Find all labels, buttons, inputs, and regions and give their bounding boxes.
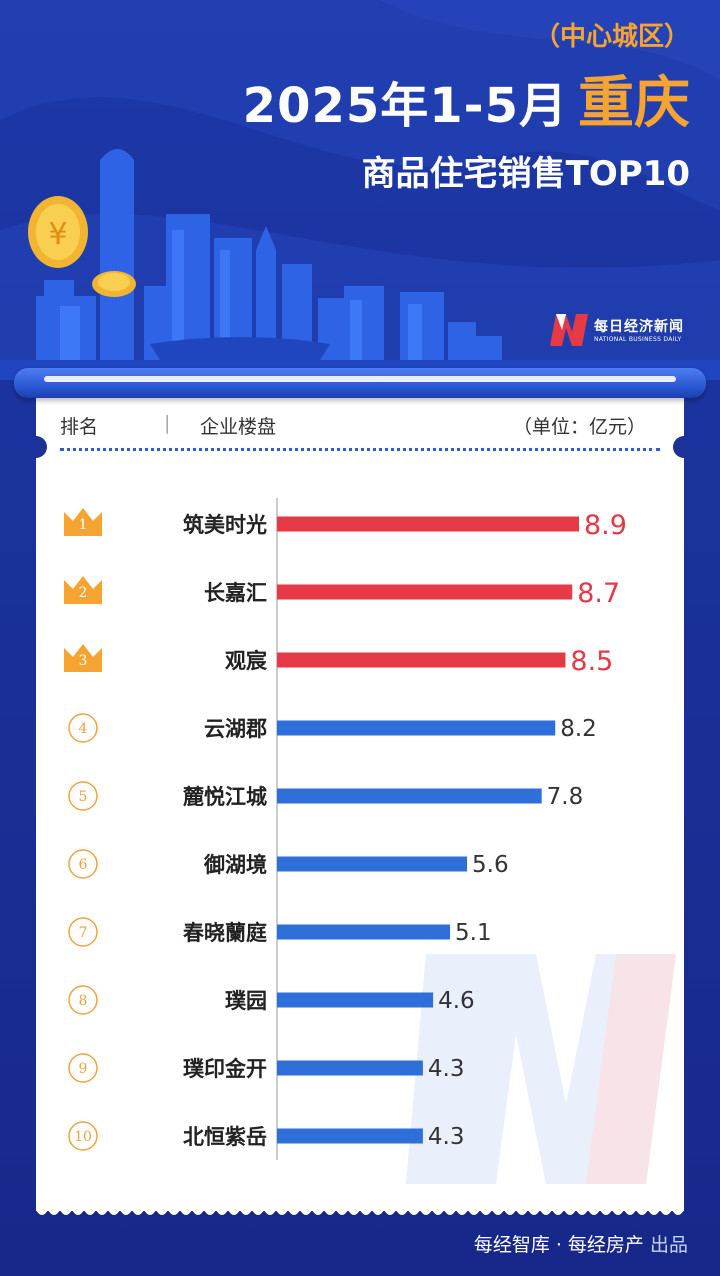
rank-number: 6 [79, 857, 88, 873]
bar [277, 1128, 423, 1144]
rank-number: 3 [79, 653, 88, 669]
rank-number: 2 [79, 585, 88, 601]
bar [277, 856, 468, 872]
data-label: 8.7 [577, 578, 620, 609]
project-name: 御湖境 [203, 853, 267, 877]
page-subtitle: 商品住宅销售TOP10 [361, 154, 690, 194]
table-header: 排名 | 企业楼盘 （单位：亿元） [60, 412, 660, 438]
project-name: 北恒紫岳 [183, 1125, 267, 1149]
rank-number: 5 [79, 789, 88, 805]
project-name: 璞园 [225, 989, 267, 1013]
data-label: 8.5 [570, 646, 613, 677]
scroll-roll [14, 368, 706, 398]
bar [277, 516, 579, 532]
rank-number: 9 [79, 1061, 88, 1077]
footer-suffix: 出品 [649, 1234, 688, 1256]
card-notch-left [36, 436, 47, 458]
rank-circle-icon [68, 1053, 98, 1083]
bar [277, 652, 566, 668]
brand-logo: 每日经济新闻 NATIONAL BUSINESS DAILY [548, 310, 684, 348]
nbd-logo-icon [550, 314, 588, 346]
data-label: 8.9 [584, 510, 627, 541]
crown-icon [64, 576, 102, 604]
header-company: 企业楼盘 [200, 416, 277, 438]
data-label: 4.6 [438, 988, 475, 1014]
bar-chart: 1 筑美时光 8.9 2 长嘉汇 8.7 3 观宸 8.5 4 云湖郡 8.2 5 麓悦江城 7.8 6 御湖境… [64, 498, 627, 1160]
rank-circle-icon [68, 781, 98, 811]
rank-number: 4 [79, 721, 88, 737]
bar [277, 584, 573, 600]
rank-circle-icon [68, 1121, 98, 1151]
svg-text:¥: ¥ [48, 217, 67, 252]
dotted-divider [60, 448, 660, 451]
header-rank: 排名 [60, 416, 99, 438]
rank-circle-icon [68, 713, 98, 743]
region-label: （中心城区） [533, 22, 690, 52]
rank-circle-icon [68, 849, 98, 879]
bar [277, 720, 556, 736]
data-label: 8.2 [560, 716, 597, 742]
logo-name-en: NATIONAL BUSINESS DAILY [594, 335, 682, 343]
title-date: 2025年1-5月 [242, 78, 568, 134]
header-separator: | [164, 412, 171, 434]
project-name: 麓悦江城 [183, 785, 267, 809]
rank-circle-icon [68, 985, 98, 1015]
title-city: 重庆 [578, 71, 690, 136]
bar [277, 788, 542, 804]
card-notch-right [673, 436, 684, 458]
footer-producer: 每经智库 · 每经房产 [473, 1234, 644, 1256]
coin-icon: ¥ [28, 196, 88, 268]
project-name: 云湖郡 [204, 717, 267, 741]
data-label: 5.1 [455, 920, 492, 946]
ranking-card: 排名 | 企业楼盘 （单位：亿元） 1 筑美时光 8.9 2 长嘉汇 8.7 3 观宸 8.5 4… [36, 384, 684, 1211]
rank-number: 1 [79, 517, 88, 533]
data-label: 7.8 [547, 784, 584, 810]
bar [277, 992, 434, 1008]
card-scalloped-edge [36, 1204, 684, 1215]
crown-icon [64, 644, 102, 672]
page-title: 2025年1-5月 重庆 [243, 58, 690, 139]
watermark-logo [406, 954, 676, 1184]
data-label: 4.3 [428, 1056, 465, 1082]
rank-circle-icon [68, 917, 98, 947]
data-label: 5.6 [472, 852, 509, 878]
bar [277, 1060, 423, 1076]
header-unit: （单位：亿元） [512, 416, 646, 438]
crown-icon [64, 508, 102, 536]
rank-number: 10 [74, 1129, 92, 1145]
logo-name-cn: 每日经济新闻 [594, 318, 684, 335]
small-coin-icon [92, 271, 136, 297]
rank-number: 7 [79, 925, 88, 941]
project-name: 筑美时光 [183, 513, 267, 537]
project-name: 璞印金开 [183, 1057, 267, 1081]
rank-number: 8 [79, 993, 88, 1009]
project-name: 长嘉汇 [204, 581, 267, 605]
data-label: 4.3 [428, 1124, 465, 1150]
project-name: 春晓蘭庭 [183, 921, 267, 945]
footer-credit: 每经智库 · 每经房产 出品 [474, 1230, 688, 1257]
bar [277, 924, 451, 940]
project-name: 观宸 [225, 649, 268, 673]
